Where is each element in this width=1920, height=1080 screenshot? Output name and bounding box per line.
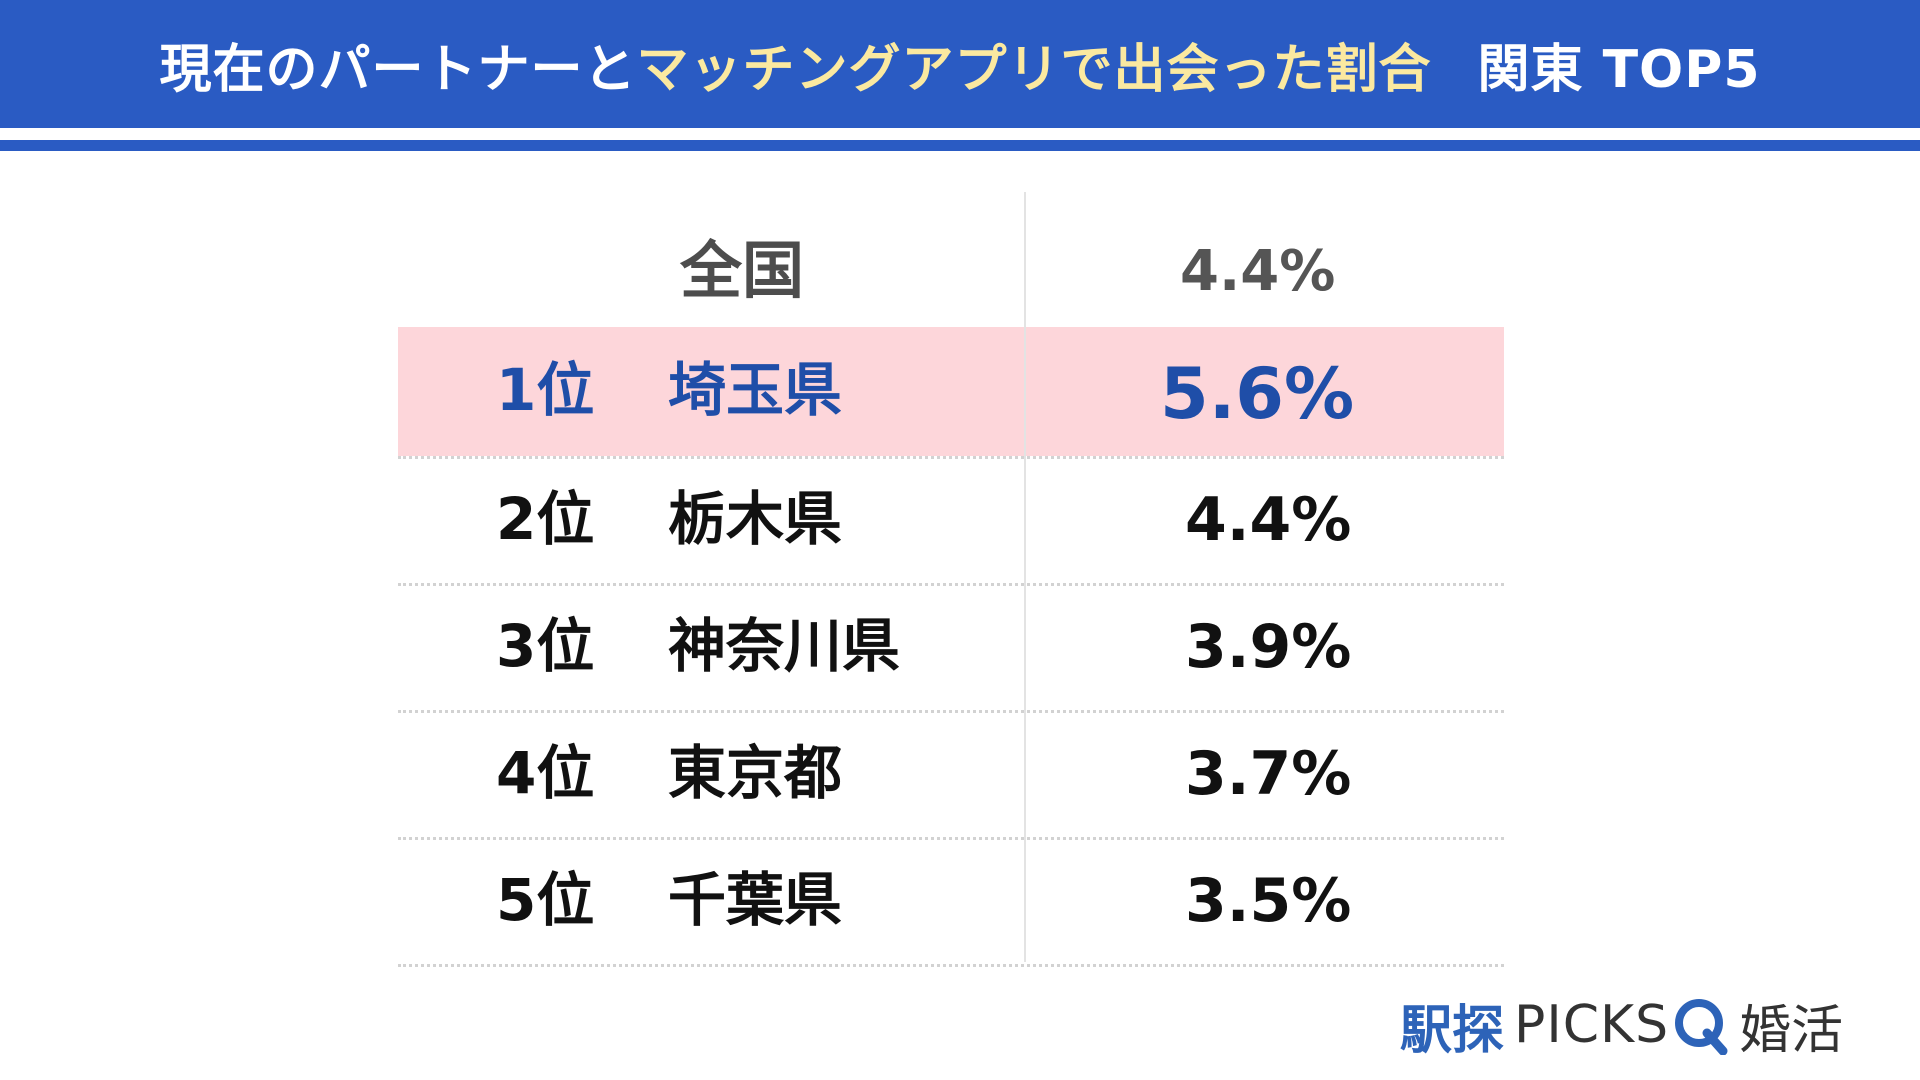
logo: 駅探 PICKS 婚活 [1400,990,1844,1061]
value-label: 3.9% [1185,612,1352,682]
prefecture-name: 神奈川県 [668,612,901,680]
prefecture-name: 千葉県 [668,866,843,934]
value-label: 3.7% [1185,739,1352,809]
row-separator [398,964,1504,967]
title-highlight: マッチングアプリで出会った割合 [636,39,1432,100]
prefecture-name: 東京都 [668,739,843,807]
column-divider [1024,192,1026,962]
national-label: 全国 [680,234,805,307]
value-label: 3.5% [1185,866,1352,936]
row-separator [398,456,1504,459]
header-bar [0,0,1920,128]
value-label: 4.4% [1185,485,1352,555]
logo-text-konkatsu: 婚活 [1739,1000,1844,1061]
rank-label: 2位 [496,485,595,553]
rank-label: 4位 [496,739,595,807]
prefecture-name: 埼玉県 [668,356,843,424]
row-separator [398,710,1504,713]
rank-1-highlight-band [398,327,1504,456]
row-separator [398,583,1504,586]
logo-text-picks: PICKS [1514,995,1670,1055]
title-part-2: 関東 TOP5 [1477,39,1761,100]
value-label: 5.6% [1160,353,1355,435]
rank-label: 3位 [496,612,595,680]
row-separator [398,837,1504,840]
national-value: 4.4% [1180,239,1336,304]
rank-label: 1位 [496,356,595,424]
rank-label: 5位 [496,866,595,934]
header-rule [0,140,1920,151]
title-part-1: 現在のパートナーと [159,39,637,100]
prefecture-name: 栃木県 [668,485,843,553]
logo-text-ekitan: 駅探 [1400,1000,1505,1061]
page-title: 現在のパートナーと マッチングアプリで出会った割合 関東 TOP5 [0,0,1920,128]
magnifier-q-icon [1675,999,1728,1055]
